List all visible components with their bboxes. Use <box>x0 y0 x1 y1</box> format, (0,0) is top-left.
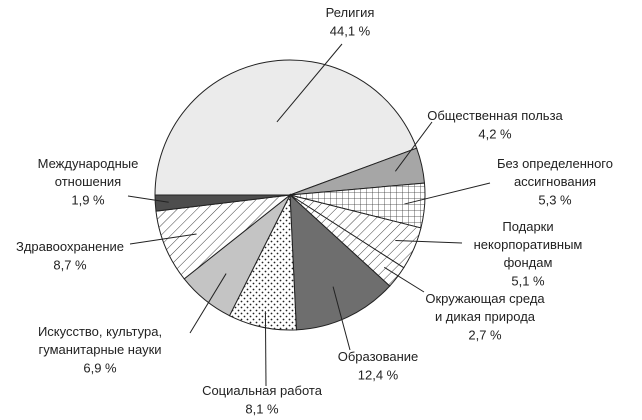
leader-line <box>189 273 227 334</box>
pie-slice <box>154 59 418 196</box>
value-label: 4,2 % <box>478 126 512 141</box>
slice-label: Окружающая среда и дикая природа <box>425 291 545 324</box>
slice-label: Здравоохранение <box>16 239 124 254</box>
leader-line <box>384 266 425 293</box>
leader-line <box>404 182 491 205</box>
slice-label: Религия <box>326 5 375 20</box>
value-label: 2,7 % <box>468 327 502 342</box>
value-label: 5,3 % <box>538 192 572 207</box>
value-label: 1,9 % <box>71 192 105 207</box>
value-label: 44,1 % <box>330 23 371 38</box>
leader-line <box>332 286 351 351</box>
pie-slice <box>289 193 391 331</box>
slice-label: Искусство, культура, гуманитарные науки <box>38 324 162 357</box>
labels: Религия 44,1 % Общественная польза 4,2 % Без… <box>16 5 613 416</box>
value-label: 8,1 % <box>245 401 279 416</box>
leader-line <box>129 233 197 245</box>
value-label: 6,9 % <box>83 360 117 375</box>
value-label: 12,4 % <box>358 367 399 382</box>
slice-label: Без определенного ассигнования <box>497 156 613 189</box>
slice-label: Социальная работа <box>202 383 323 398</box>
slice-label: Международные отношения <box>38 156 139 189</box>
slice-label: Общественная польза <box>427 108 563 123</box>
leader-line <box>395 239 463 244</box>
slice-label: Подарки некорпоративным фондам <box>474 219 583 270</box>
leader-line <box>394 121 433 172</box>
pie <box>154 59 426 331</box>
value-label: 8,7 % <box>53 257 87 272</box>
leader-line <box>264 311 267 387</box>
leader-line <box>276 43 343 123</box>
value-label: 5,1 % <box>511 273 545 288</box>
pie-slice <box>154 194 291 212</box>
leader-line <box>127 195 169 203</box>
slice-label: Образование <box>338 349 419 364</box>
